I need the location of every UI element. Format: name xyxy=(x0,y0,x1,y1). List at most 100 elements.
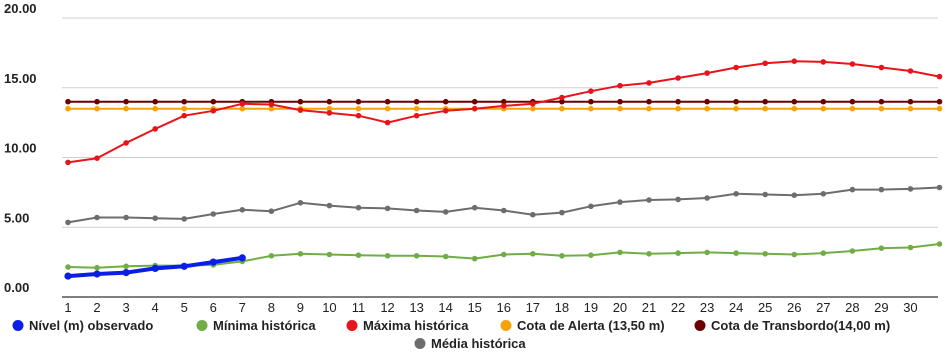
x-tick-label: 10 xyxy=(322,300,336,315)
data-point xyxy=(413,105,420,112)
data-point xyxy=(297,200,304,206)
data-point xyxy=(355,112,362,119)
legend-item: Cota de Alerta (13,50 m) xyxy=(500,318,665,333)
legend: Nível (m) observado Mínima histórica Máxim… xyxy=(12,318,890,351)
data-point xyxy=(268,105,275,112)
x-tick-label: 5 xyxy=(181,300,188,315)
series-layer xyxy=(64,58,943,280)
legend-label: Cota de Transbordo(14,00 m) xyxy=(711,318,890,333)
x-tick-label: 4 xyxy=(152,300,159,315)
data-point xyxy=(297,98,304,105)
gridlines xyxy=(62,17,938,298)
series-nivel-m-observado xyxy=(64,254,246,280)
x-tick-label: 3 xyxy=(122,300,129,315)
legend-item: Nível (m) observado xyxy=(12,318,153,333)
data-point xyxy=(209,258,217,266)
data-point xyxy=(94,214,100,221)
data-point xyxy=(762,191,768,198)
data-point xyxy=(617,98,623,105)
data-point xyxy=(181,105,187,112)
data-point xyxy=(442,98,449,105)
data-point xyxy=(936,105,943,112)
series-line xyxy=(67,186,941,224)
data-point xyxy=(326,105,333,112)
data-point xyxy=(791,98,798,105)
data-point xyxy=(530,251,536,257)
series-maxima-historica xyxy=(65,58,943,166)
data-point xyxy=(704,195,710,201)
data-point xyxy=(559,209,565,216)
data-point xyxy=(123,98,129,105)
y-axis: 0.00 5.00 10.00 15.00 20.00 xyxy=(4,1,37,295)
legend-label: Cota de Alerta (13,50 m) xyxy=(517,318,665,333)
data-point xyxy=(268,101,275,108)
data-point xyxy=(588,203,594,210)
y-tick-label: 10.00 xyxy=(4,141,37,156)
data-point xyxy=(849,98,856,105)
data-point xyxy=(907,186,914,192)
data-point xyxy=(907,105,914,112)
data-point xyxy=(123,140,129,146)
x-tick-label: 1 xyxy=(64,300,71,315)
data-point xyxy=(907,98,914,105)
x-tick-label: 22 xyxy=(671,300,685,315)
x-tick-label: 15 xyxy=(467,300,481,315)
x-tick-label: 19 xyxy=(584,300,598,315)
data-point xyxy=(355,252,362,258)
data-point xyxy=(733,191,739,197)
data-point xyxy=(849,186,856,193)
data-point xyxy=(210,211,217,217)
data-point xyxy=(675,75,681,81)
data-point xyxy=(588,88,594,94)
data-point xyxy=(733,105,739,112)
data-point xyxy=(210,108,217,114)
y-tick-label: 5.00 xyxy=(4,210,29,225)
data-point xyxy=(413,253,420,259)
data-point xyxy=(936,98,943,105)
data-point xyxy=(238,254,246,262)
legend-label: Média histórica xyxy=(431,336,526,351)
data-point xyxy=(936,184,943,191)
data-point xyxy=(384,253,391,259)
data-point xyxy=(617,82,623,89)
series-line xyxy=(67,60,941,164)
data-point xyxy=(617,199,623,205)
data-point xyxy=(878,64,885,71)
data-point xyxy=(123,214,129,221)
data-point xyxy=(646,105,652,112)
data-point xyxy=(530,105,536,112)
x-tick-label: 6 xyxy=(210,300,217,315)
x-tick-label: 28 xyxy=(845,300,859,315)
data-point xyxy=(93,270,101,278)
data-point xyxy=(123,105,129,112)
x-tick-label: 21 xyxy=(642,300,656,315)
x-tick-label: 2 xyxy=(93,300,100,315)
legend-item: Cota de Transbordo(14,00 m) xyxy=(694,318,890,333)
data-point xyxy=(384,98,391,105)
legend-item: Máxima histórica xyxy=(346,318,469,333)
data-point xyxy=(239,101,246,107)
x-tick-label: 8 xyxy=(268,300,275,315)
data-point xyxy=(878,105,885,112)
data-point xyxy=(65,264,71,270)
data-point xyxy=(878,245,885,251)
data-point xyxy=(501,98,507,105)
data-point xyxy=(675,98,681,105)
data-point xyxy=(501,207,507,214)
data-point xyxy=(762,60,768,67)
data-point xyxy=(530,211,536,218)
data-point xyxy=(65,219,71,226)
data-point xyxy=(820,105,827,112)
x-tick-label: 14 xyxy=(438,300,452,315)
x-tick-label: 25 xyxy=(758,300,772,315)
data-point xyxy=(704,105,710,112)
data-point xyxy=(413,112,420,119)
data-point xyxy=(181,112,187,119)
data-point xyxy=(559,98,565,105)
data-point xyxy=(122,269,130,277)
x-tick-label: 11 xyxy=(352,300,366,315)
data-point xyxy=(762,98,768,105)
legend-marker xyxy=(196,320,208,331)
x-tick-label: 13 xyxy=(409,300,423,315)
